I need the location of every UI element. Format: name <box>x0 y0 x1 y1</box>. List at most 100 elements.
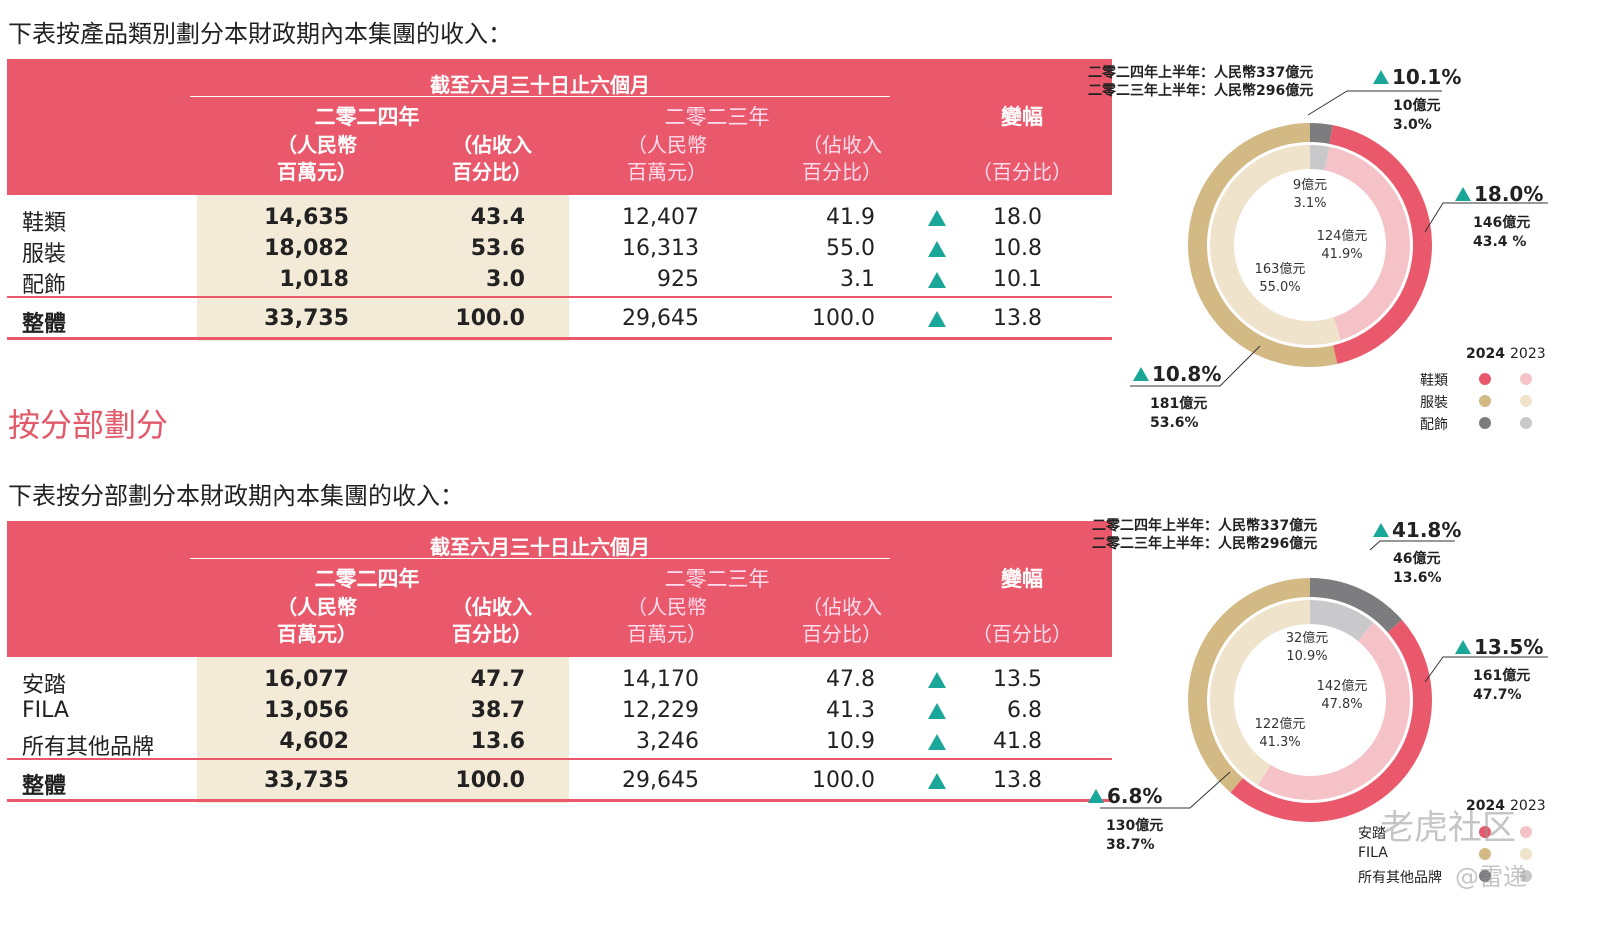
callout-share: 38.7% <box>1106 837 1155 853</box>
inner-label: 122億元 41.3% <box>1245 716 1315 752</box>
up-triangle-icon <box>928 311 946 327</box>
period-label: 截至六月三十日止六個月 <box>430 535 650 559</box>
table-row: 配飾 1,018 3.0 925 3.1 10.1 <box>7 263 1112 298</box>
legend-swatch <box>1479 870 1491 882</box>
callout-share: 43.4 % <box>1473 234 1527 250</box>
col-rmb-2023: （人民幣 <box>627 133 707 157</box>
inner-label: 142億元 47.8% <box>1307 678 1377 714</box>
donut-slice <box>1210 600 1310 786</box>
row-name: 整體 <box>22 774 67 799</box>
value-2023: 29,645 <box>622 768 699 793</box>
donut-slice <box>1329 125 1432 364</box>
callout-amount: 161億元 <box>1473 668 1531 684</box>
table-row-total: 整體 33,735 100.0 29,645 100.0 13.8 <box>7 764 1112 799</box>
pct-2023: 100.0 <box>812 768 875 793</box>
value-2024: 1,018 <box>279 267 349 292</box>
leader-line <box>1307 90 1442 116</box>
value-2024: 33,735 <box>264 306 349 331</box>
row-name: 服裝 <box>22 242 67 267</box>
pct-2023: 41.3 <box>826 698 875 723</box>
col-rmb-2024: （人民幣 <box>277 595 357 619</box>
value-2024: 18,082 <box>264 236 349 261</box>
up-triangle-icon <box>1455 187 1471 201</box>
legend-swatch <box>1520 395 1532 407</box>
inner-label: 32億元 10.9% <box>1272 630 1342 666</box>
header-divider <box>190 558 890 559</box>
legend-swatch <box>1479 826 1491 838</box>
up-triangle-icon <box>928 672 946 688</box>
year-2023-label: 二零二三年 <box>664 567 770 591</box>
leader-line <box>1424 202 1548 233</box>
callout-pct-value: 13.5% <box>1474 635 1544 659</box>
donut-slice <box>1258 622 1410 800</box>
chart2-summary-2024: 二零二四年上半年：人民幣337億元 <box>1092 518 1318 534</box>
row-name: 所有其他品牌 <box>22 735 155 760</box>
col-pct-2023: （佔收入 <box>802 133 882 157</box>
change-value: 13.8 <box>993 768 1042 793</box>
callout-pct: 13.5% <box>1455 635 1543 659</box>
total-divider <box>7 296 1112 298</box>
inner-amount: 122億元 <box>1254 717 1306 732</box>
callout-share: 3.0% <box>1393 117 1432 133</box>
row-name: 鞋類 <box>22 211 67 236</box>
change-value: 10.1 <box>993 267 1042 292</box>
col-pct-2024: （佔收入 <box>452 133 532 157</box>
highlight-2024 <box>197 195 569 341</box>
inner-amount: 163億元 <box>1254 262 1306 277</box>
watermark-handle: @雷递 <box>1455 863 1527 891</box>
change-value: 6.8 <box>1007 698 1042 723</box>
table-row-total: 整體 33,735 100.0 29,645 100.0 13.8 <box>7 302 1112 337</box>
col-pct-2024: （佔收入 <box>452 595 532 619</box>
pct-2024: 13.6 <box>470 729 525 754</box>
legend-swatch <box>1479 395 1491 407</box>
change-unit: （百分比） <box>972 622 1072 646</box>
legend-year-2024: 2024 <box>1466 346 1505 362</box>
pct-2024: 100.0 <box>455 768 525 793</box>
inner-amount: 142億元 <box>1316 679 1368 694</box>
leader-line <box>1369 540 1455 551</box>
pct-2024: 38.7 <box>470 698 525 723</box>
table-row: 安踏 16,077 47.7 14,170 47.8 13.5 <box>7 663 1112 698</box>
change-value: 10.8 <box>993 236 1042 261</box>
change-label: 變幅 <box>1001 567 1043 591</box>
table-row: 服裝 18,082 53.6 16,313 55.0 10.8 <box>7 232 1112 267</box>
up-triangle-icon <box>1373 70 1389 84</box>
up-triangle-icon <box>928 210 946 226</box>
pct-2023: 55.0 <box>826 236 875 261</box>
up-triangle-icon <box>1373 523 1389 537</box>
value-2024: 33,735 <box>264 768 349 793</box>
donut-slice <box>1310 578 1403 633</box>
donut-slice <box>1310 123 1333 144</box>
chart1-leader-lines <box>1130 90 1548 387</box>
legend-item: 配飾 <box>1420 417 1448 433</box>
callout-share: 47.7% <box>1473 687 1522 703</box>
donut-slice <box>1188 578 1310 793</box>
col-rmb-2024-unit: 百萬元） <box>277 622 357 646</box>
donut-slice <box>1324 146 1410 341</box>
product-donut-chart <box>1188 123 1432 367</box>
donut-slice <box>1310 145 1330 171</box>
col-pct-2023-unit: 百分比） <box>802 160 882 184</box>
chart2-leader-lines <box>1100 540 1548 809</box>
callout-pct: 18.0% <box>1455 182 1543 206</box>
value-2023: 12,407 <box>622 205 699 230</box>
callout-amount: 181億元 <box>1150 396 1208 412</box>
inner-amount: 124億元 <box>1316 229 1368 244</box>
inner-share: 55.0% <box>1259 280 1301 295</box>
section1-intro: 下表按產品類別劃分本財政期內本集團的收入： <box>8 20 512 48</box>
change-label: 變幅 <box>1001 105 1043 129</box>
table-header: 截至六月三十日止六個月 二零二四年 二零二三年 變幅 （人民幣 百萬元） （佔收… <box>7 521 1112 657</box>
inner-share: 3.1% <box>1293 196 1327 211</box>
year-2024-label: 二零二四年 <box>314 567 420 591</box>
callout-pct: 10.8% <box>1133 362 1221 386</box>
leader-line <box>1130 345 1261 387</box>
value-2023: 925 <box>657 267 699 292</box>
pct-2024: 53.6 <box>470 236 525 261</box>
legend-swatch <box>1520 826 1532 838</box>
legend-swatch <box>1520 870 1532 882</box>
row-name: 整體 <box>22 312 67 337</box>
header-divider <box>190 96 890 97</box>
legend-year-2023: 2023 <box>1510 798 1546 814</box>
pct-2024: 3.0 <box>486 267 525 292</box>
inner-label: 9億元 3.1% <box>1280 177 1340 213</box>
